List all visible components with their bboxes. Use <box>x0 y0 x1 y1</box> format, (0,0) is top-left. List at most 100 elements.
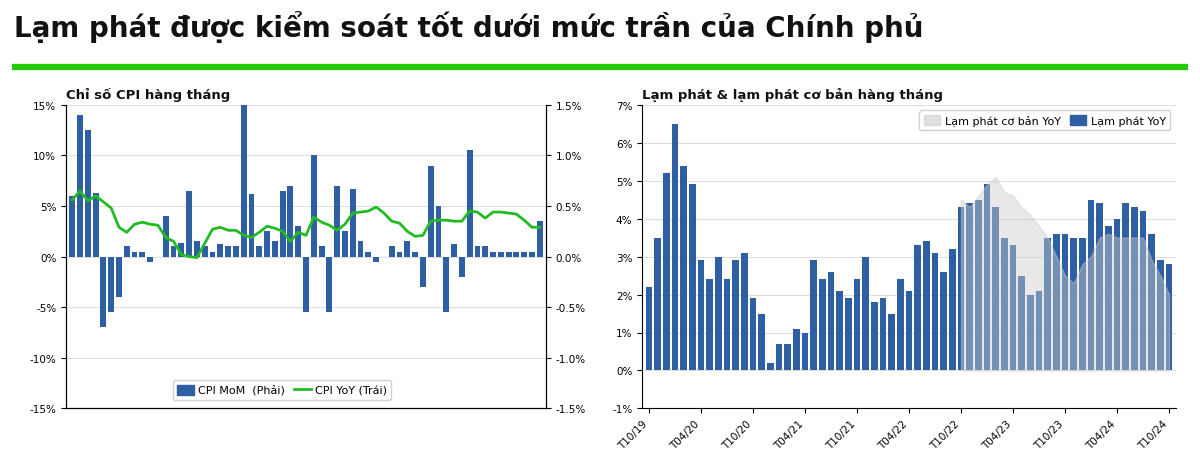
Bar <box>536 222 542 257</box>
Bar <box>1166 264 1172 371</box>
Bar <box>984 185 990 371</box>
Bar <box>210 252 216 257</box>
Bar <box>689 185 696 371</box>
Bar <box>976 200 982 371</box>
Bar <box>828 272 834 371</box>
Bar <box>1070 238 1076 371</box>
Bar <box>654 238 661 371</box>
Bar <box>1157 261 1164 371</box>
Bar <box>319 247 324 257</box>
Bar <box>836 291 842 371</box>
Bar <box>802 333 809 371</box>
Bar <box>412 252 418 257</box>
Bar <box>1062 234 1068 371</box>
Bar <box>914 246 920 371</box>
Bar <box>1114 219 1121 371</box>
Bar <box>217 245 223 257</box>
Bar <box>280 191 286 257</box>
Bar <box>443 257 449 313</box>
Bar <box>264 232 270 257</box>
Bar <box>116 257 122 297</box>
Bar <box>396 252 402 257</box>
Legend: Lạm phát cơ bản YoY, Lạm phát YoY: Lạm phát cơ bản YoY, Lạm phát YoY <box>919 111 1170 131</box>
Bar <box>226 247 230 257</box>
Bar <box>767 363 774 371</box>
Bar <box>1009 246 1016 371</box>
Bar <box>672 124 678 371</box>
Text: Lạm phát & lạm phát cơ bản hàng tháng: Lạm phát & lạm phát cơ bản hàng tháng <box>642 88 943 101</box>
Bar <box>304 257 308 313</box>
Bar <box>529 252 535 257</box>
Bar <box>521 252 527 257</box>
Bar <box>272 242 277 257</box>
Bar <box>458 257 464 277</box>
Bar <box>257 247 262 257</box>
Bar <box>732 261 739 371</box>
Bar <box>451 245 457 257</box>
Bar <box>186 191 192 257</box>
Bar <box>179 244 185 257</box>
Bar <box>498 252 504 257</box>
Bar <box>490 252 496 257</box>
Bar <box>724 280 731 371</box>
Bar <box>1044 238 1051 371</box>
Bar <box>1097 204 1103 371</box>
Bar <box>85 131 91 257</box>
Bar <box>785 344 791 371</box>
Text: Lạm phát được kiểm soát tốt dưới mức trần của Chính phủ: Lạm phát được kiểm soát tốt dưới mức trầ… <box>14 11 924 43</box>
Bar <box>1036 291 1043 371</box>
Bar <box>241 106 246 257</box>
Bar <box>170 247 176 257</box>
Bar <box>793 329 799 371</box>
Bar <box>1122 204 1129 371</box>
Bar <box>958 208 965 371</box>
Bar <box>335 186 340 257</box>
Bar <box>715 257 721 371</box>
Bar <box>1140 212 1146 371</box>
Bar <box>139 252 145 257</box>
Bar <box>1132 208 1138 371</box>
Bar <box>966 204 973 371</box>
Bar <box>880 299 887 371</box>
Text: Chỉ số CPI hàng tháng: Chỉ số CPI hàng tháng <box>66 88 230 101</box>
Bar <box>664 174 670 371</box>
Bar <box>70 196 76 257</box>
Bar <box>1087 200 1094 371</box>
Bar <box>326 257 332 313</box>
Bar <box>248 195 254 257</box>
Bar <box>92 193 98 257</box>
Bar <box>707 280 713 371</box>
Bar <box>775 344 782 371</box>
Bar <box>366 252 371 257</box>
Bar <box>1148 234 1154 371</box>
Bar <box>420 257 426 287</box>
Bar <box>853 280 860 371</box>
Bar <box>810 261 817 371</box>
Bar <box>358 242 364 257</box>
Bar <box>680 166 686 371</box>
Bar <box>742 253 748 371</box>
Bar <box>427 166 433 257</box>
Bar <box>148 257 154 262</box>
Bar <box>404 242 410 257</box>
Bar <box>941 272 947 371</box>
Bar <box>1019 276 1025 371</box>
Bar <box>1079 238 1086 371</box>
Bar <box>871 302 877 371</box>
Bar <box>373 257 379 262</box>
Bar <box>101 257 107 328</box>
Bar <box>863 257 869 371</box>
Bar <box>233 247 239 257</box>
Bar <box>77 116 83 257</box>
Bar <box>820 280 826 371</box>
Bar <box>1105 227 1111 371</box>
Bar <box>888 314 895 371</box>
Bar <box>350 190 355 257</box>
Bar <box>923 242 930 371</box>
Bar <box>288 186 293 257</box>
Bar <box>758 314 764 371</box>
Bar <box>697 261 704 371</box>
Bar <box>931 253 938 371</box>
Bar <box>646 287 652 371</box>
Bar <box>124 247 130 257</box>
